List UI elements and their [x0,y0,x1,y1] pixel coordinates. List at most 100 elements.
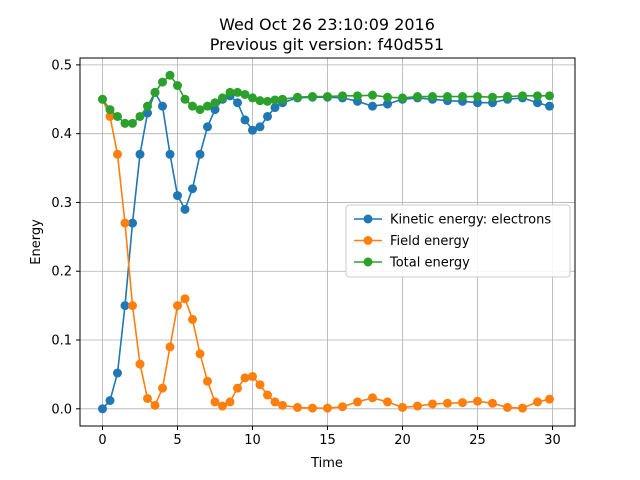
data-point [473,98,482,108]
data-point [195,105,205,115]
data-point [338,402,347,412]
data-point [368,101,377,111]
data-point [180,204,190,214]
data-point [308,403,317,413]
data-point [98,404,107,414]
data-point [105,396,115,406]
data-point [503,402,512,412]
data-point [368,90,377,100]
data-point [120,301,130,311]
data-point [473,396,482,406]
data-point [203,122,212,132]
data-point [278,400,287,410]
data-point [428,399,437,409]
data-point [150,400,160,410]
data-point [383,92,392,102]
data-point [203,101,212,111]
data-point [383,397,392,407]
data-point [240,89,250,99]
y-axis-label: Energy [29,219,44,265]
data-point [135,149,145,159]
y-tick-label: 0.3 [51,196,72,211]
data-point [143,108,152,118]
data-point [240,115,250,125]
legend-swatch-marker [363,257,373,267]
data-point [398,402,407,412]
data-point [165,149,175,159]
data-point [353,91,362,101]
data-point [368,393,377,403]
data-point [270,397,280,407]
chart-subtitle: Previous git version: f40d551 [210,35,444,54]
data-point [210,105,220,115]
data-point [270,103,280,113]
data-point [225,397,235,407]
data-point [443,92,452,102]
data-point [518,91,527,101]
data-point [518,403,527,413]
axis-ticks: 0 5 10 15 20 25 30 0.0 0.1 0.2 0.3 0.4 0.5 [51,58,560,448]
data-point [248,125,257,135]
legend-box [345,204,571,278]
data-point [158,101,167,111]
data-point [278,94,287,104]
data-point [533,91,542,101]
data-point [210,397,220,407]
data-point [293,92,302,102]
y-tick-label: 0.4 [51,127,72,142]
data-point [180,94,190,104]
x-tick-label: 15 [319,433,336,448]
data-point [105,111,115,121]
data-point [443,398,452,408]
x-tick-label: 30 [544,433,561,448]
data-point [105,105,115,115]
series-2 [98,70,554,128]
data-point [308,92,317,102]
legend-label: Total energy [389,256,470,271]
legend: Kinetic energy: electrons Field energy Tot… [345,204,571,278]
data-point [323,403,332,413]
data-point [98,94,107,104]
data-point [195,149,205,159]
data-point [533,98,542,108]
data-point [353,397,362,407]
data-point [135,111,145,121]
data-point [135,359,145,369]
data-point [248,93,257,103]
series-1 [98,94,554,413]
data-point [203,376,212,386]
data-point [413,92,422,102]
data-point [270,95,280,105]
data-point [255,122,265,132]
data-point [240,373,250,383]
data-point [263,111,272,121]
data-point [173,191,182,201]
data-point [210,98,220,108]
data-point [188,101,197,111]
x-tick-label: 20 [394,433,411,448]
legend-label: Field energy [390,234,470,249]
data-point [128,218,137,228]
data-point [113,368,122,378]
data-point [255,380,265,390]
chart-title: Wed Oct 26 23:10:09 2016 [219,15,435,34]
y-tick-label: 0.2 [51,265,72,280]
data-point [165,342,175,352]
data-point [503,92,512,102]
data-point [248,371,257,381]
data-point [195,349,205,359]
data-point [165,70,175,80]
data-point [173,301,182,311]
data-point [428,92,437,102]
data-point [338,91,347,101]
data-point [113,111,122,121]
data-point [233,383,242,393]
data-point [158,383,167,393]
data-point [143,393,152,403]
data-point [413,401,422,411]
data-point [545,394,554,404]
data-point [458,92,467,102]
data-point [458,398,467,408]
x-axis-label: Time [310,456,343,471]
x-tick-label: 0 [98,433,106,448]
